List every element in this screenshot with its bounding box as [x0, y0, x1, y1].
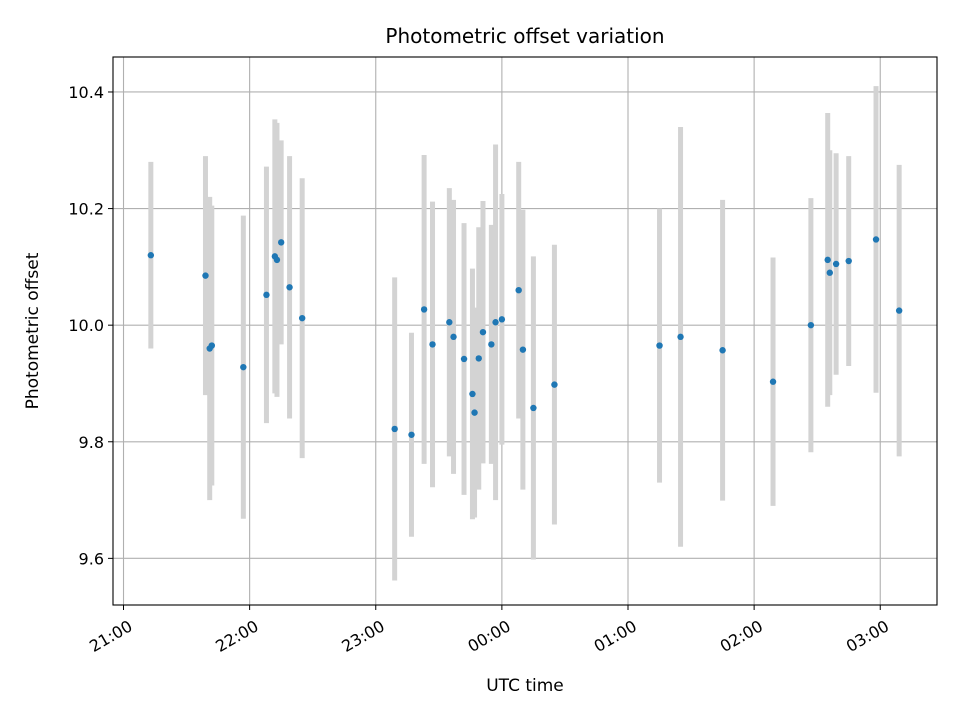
x-axis-title: UTC time — [486, 676, 564, 696]
data-point — [277, 239, 285, 246]
data-point — [719, 347, 726, 354]
data-point — [519, 346, 527, 353]
data-point — [147, 252, 155, 259]
x-tick-label: 00:00 — [464, 616, 513, 656]
data-point — [807, 321, 815, 329]
chart-title: Photometric offset variation — [385, 24, 664, 48]
y-tick-label: 10.2 — [68, 200, 104, 219]
data-point — [298, 314, 306, 322]
data-point — [240, 363, 247, 371]
y-tick-label: 10.0 — [68, 316, 104, 335]
data-point — [469, 390, 476, 398]
y-axis-title: Photometric offset — [23, 252, 43, 409]
plot-frame — [112, 56, 938, 606]
y-tick-label: 10.4 — [68, 83, 104, 102]
data-point — [286, 284, 293, 291]
data-point — [492, 319, 499, 326]
data-point — [498, 316, 506, 323]
data-point — [420, 306, 428, 313]
data-point — [515, 286, 522, 294]
data-point — [446, 319, 453, 326]
data-point — [488, 341, 495, 348]
data-point — [826, 269, 833, 276]
x-tick-label: 02:00 — [717, 616, 766, 656]
data-point — [429, 341, 436, 348]
x-tick-label: 21:00 — [86, 616, 135, 656]
data-point — [408, 431, 415, 438]
y-tick-label: 9.6 — [79, 549, 104, 568]
data-point — [677, 333, 684, 341]
data-point — [391, 425, 398, 433]
data-point — [832, 260, 840, 268]
x-tick-label: 22:00 — [212, 616, 261, 656]
data-point — [202, 272, 209, 279]
data-point — [460, 355, 468, 363]
y-tick-label: 9.8 — [79, 433, 104, 452]
data-point — [471, 409, 478, 416]
data-point — [656, 342, 663, 349]
data-points — [147, 236, 903, 438]
data-point — [824, 256, 831, 264]
x-tick-label: 03:00 — [843, 616, 892, 656]
data-point — [475, 355, 482, 362]
data-point — [769, 378, 777, 385]
x-tick-label: 23:00 — [338, 616, 387, 656]
data-point — [263, 291, 270, 299]
data-point — [530, 404, 537, 412]
data-point — [845, 257, 852, 265]
data-point — [208, 342, 215, 349]
data-point — [872, 236, 880, 243]
data-point — [450, 333, 457, 341]
error-bars — [148, 86, 902, 581]
data-point — [479, 328, 487, 336]
data-point — [895, 307, 903, 314]
x-tick-label: 01:00 — [591, 616, 640, 656]
data-point — [551, 381, 558, 388]
data-point — [273, 256, 281, 264]
